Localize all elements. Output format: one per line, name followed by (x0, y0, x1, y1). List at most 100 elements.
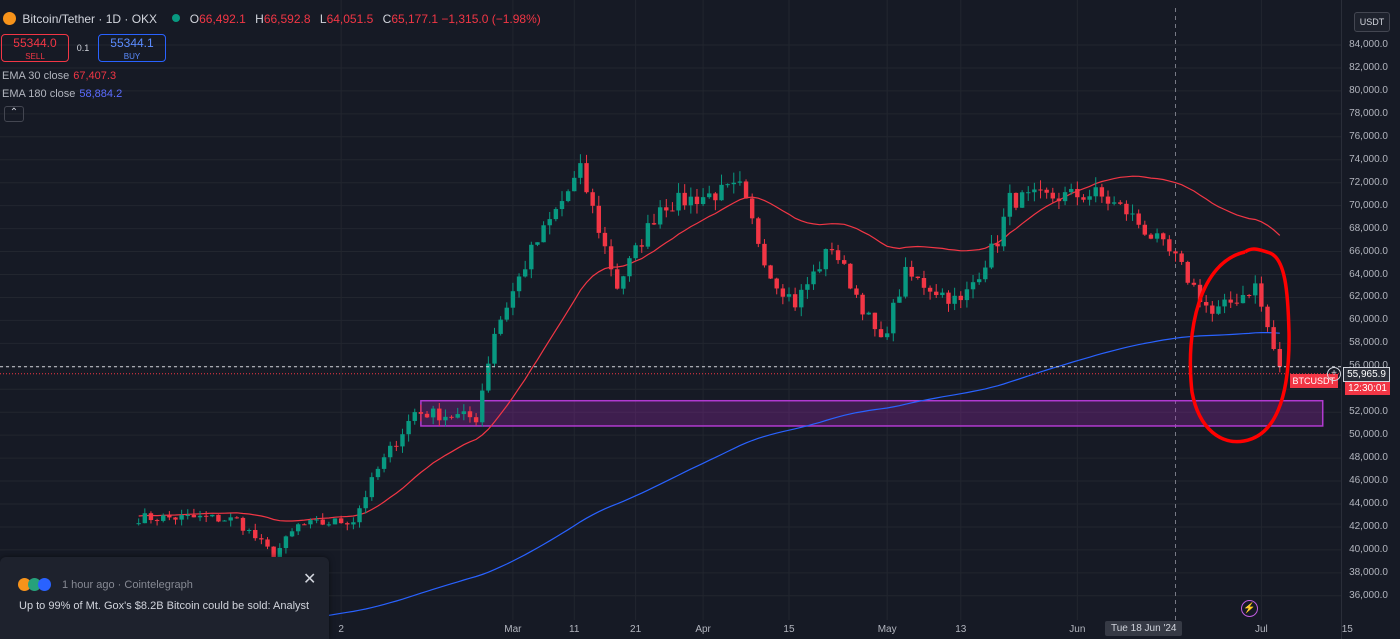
candle-body (633, 245, 638, 259)
candle-body (559, 201, 565, 210)
time-tick-label: 11 (569, 624, 580, 635)
market-status-icon (172, 14, 181, 22)
candle-body (915, 276, 921, 279)
plus-icon[interactable]: + (1327, 367, 1341, 381)
candle-body (1007, 192, 1013, 217)
news-popup[interactable]: 1 hour ago · Cointelegraph Up to 99% of … (0, 557, 329, 639)
candle-body (572, 177, 577, 192)
time-tick-label: 15 (783, 624, 795, 635)
price-tick-label: 56,000.0 (1349, 360, 1388, 372)
close-icon[interactable]: ✕ (303, 571, 317, 588)
price-tick-label: 82,000.0 (1349, 61, 1388, 73)
candle-body (854, 288, 859, 295)
indicator-ema180-value: 58,884.2 (79, 88, 123, 100)
buy-price: 55344.1 (110, 36, 154, 50)
open-value: 66,492.1 (199, 12, 246, 26)
crosshair-date-label: Tue 18 Jun '24 (1105, 621, 1183, 636)
candle-body (756, 218, 761, 244)
sell-button[interactable]: 55344.0 SELL (1, 34, 69, 62)
candle-body (725, 184, 730, 186)
candle-body (1246, 295, 1252, 297)
symbol-title[interactable]: Bitcoin/Tether · 1D · OKX (22, 12, 158, 26)
symbol-price-tag: BTCUSDT (1289, 374, 1338, 388)
candle-body (1056, 198, 1062, 202)
price-tick-label: 60,000.0 (1349, 314, 1388, 326)
candle-body (768, 265, 773, 279)
candle-body (657, 207, 663, 225)
price-tick-label: 84,000.0 (1349, 39, 1388, 50)
candlesticks (136, 154, 1282, 566)
candle-body (645, 223, 651, 247)
chevron-up-icon[interactable]: ⌃ (4, 106, 24, 122)
candle-body (792, 294, 798, 308)
candle-body (1179, 253, 1184, 262)
candle-body (369, 477, 375, 498)
candle-body (884, 333, 890, 338)
candle-body (1222, 299, 1227, 307)
news-headline[interactable]: Up to 99% of Mt. Gox's $8.2B Bitcoin cou… (19, 600, 310, 612)
chart-canvas[interactable] (0, 0, 1342, 639)
candle-body (541, 225, 546, 243)
chart-legend: Bitcoin/Tether · 1D · OKX O66,492.1 H66,… (0, 12, 547, 26)
candle-body (259, 538, 264, 540)
candle-body (664, 207, 669, 211)
candle-body (952, 295, 957, 304)
indicator-ema30-value: 67,407.3 (73, 70, 117, 82)
candle-body (400, 434, 405, 447)
candle-body (639, 245, 644, 247)
candle-body (1148, 234, 1154, 239)
indicator-ema30[interactable]: EMA 30 close 67,407.3 (2, 70, 116, 82)
support-zone (420, 399, 1324, 427)
candle-body (492, 333, 497, 364)
candle-body (1142, 224, 1148, 235)
news-time: 1 hour ago (62, 579, 115, 591)
candle-body (332, 518, 338, 525)
candle-body (1130, 213, 1135, 215)
candle-body (743, 181, 749, 199)
candle-body (271, 546, 276, 560)
candle-body (848, 263, 853, 289)
candle-body (731, 182, 736, 185)
candle-body (522, 269, 528, 277)
low-label: L (319, 12, 327, 26)
candle-body (1228, 299, 1233, 303)
candle-body (964, 289, 970, 301)
candle-body (351, 522, 356, 525)
candle-body (1075, 188, 1080, 198)
price-tick-label: 50,000.0 (1349, 429, 1388, 441)
candle-body (976, 279, 982, 283)
grid-lines (0, 0, 1342, 620)
candle-body (418, 412, 424, 414)
candle-body (1154, 233, 1160, 239)
candle-body (1240, 295, 1246, 304)
candle-body (590, 192, 595, 206)
candle-body (878, 329, 884, 338)
low-value: 64,051.5 (326, 12, 374, 26)
indicator-ema180[interactable]: EMA 180 close 58,884.2 (2, 88, 122, 100)
candle-body (1161, 233, 1166, 240)
candle-body (1265, 306, 1270, 328)
time-tick-label: Jun (1069, 624, 1086, 635)
price-tick-label: 68,000.0 (1349, 222, 1388, 234)
price-axis[interactable]: USDT 84,000.0 82,000.0 80,000.0 78,000.0 76,… (1341, 0, 1400, 639)
candle-body (136, 523, 141, 525)
candle-body (443, 416, 448, 421)
candle-body (467, 411, 473, 418)
indicator-ema180-label: EMA 180 close (2, 88, 76, 100)
candle-body (1185, 261, 1190, 283)
currency-selector[interactable]: USDT (1354, 12, 1390, 32)
candle-body (1099, 187, 1105, 197)
price-tick-label: 66,000.0 (1349, 245, 1388, 257)
news-coin-icons (18, 578, 51, 592)
candle-body (148, 513, 154, 521)
buy-button[interactable]: 55344.1 BUY (98, 34, 166, 62)
candle-body (903, 266, 908, 297)
high-value: 66,592.8 (263, 12, 311, 26)
candle-body (547, 219, 552, 226)
candle-body (670, 210, 675, 212)
candle-body (995, 243, 1000, 247)
price-tick-label: 42,000.0 (1349, 520, 1388, 532)
candle-body (1026, 192, 1031, 194)
candle-body (1271, 327, 1276, 349)
lightning-icon[interactable]: ⚡ (1241, 600, 1258, 617)
